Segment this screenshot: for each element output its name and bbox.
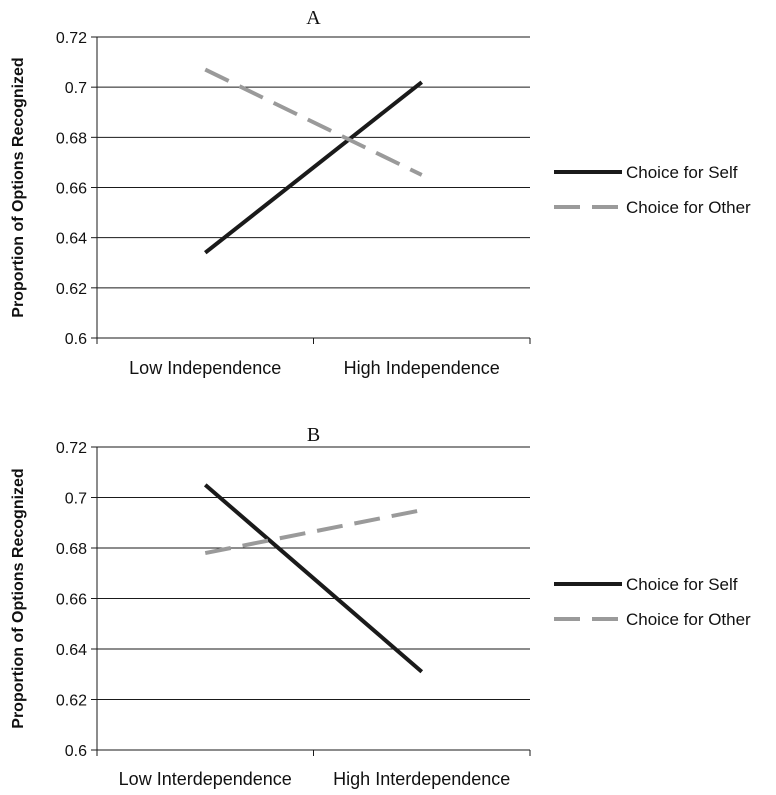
y-tick-label: 0.62	[56, 281, 87, 298]
y-axis-title: Proportion of Options Recognized	[10, 468, 27, 728]
chart-title: B	[307, 424, 320, 446]
y-tick-label: 0.62	[56, 693, 87, 710]
x-tick-label: Low Independence	[129, 358, 281, 378]
panel-a: A 0.6 0.62 0.64 0.66 0.68 0.7 0.72 Low Independe…	[10, 7, 751, 378]
y-tick-label: 0.6	[65, 331, 87, 348]
legend-label: Choice for Self	[626, 163, 738, 182]
y-axis-title: Proportion of Options Recognized	[10, 57, 27, 317]
series-line-choice-for-other	[204, 508, 423, 556]
x-tick-label: High Independence	[344, 358, 500, 378]
series-line-choice-for-other	[204, 67, 423, 177]
y-tick-label: 0.66	[56, 592, 87, 609]
legend-label: Choice for Other	[626, 610, 751, 629]
y-tick-label: 0.64	[56, 642, 87, 659]
x-tick-label: High Interdependence	[333, 769, 510, 789]
y-tick-label: 0.7	[65, 80, 87, 97]
legend-label: Choice for Self	[626, 575, 738, 594]
y-tick-label: 0.68	[56, 541, 87, 558]
series-line-choice-for-self	[204, 80, 423, 255]
chart-title: A	[306, 7, 321, 29]
y-tick-label: 0.72	[56, 440, 87, 457]
y-tick-label: 0.66	[56, 181, 87, 198]
panel-b: B 0.6 0.62 0.64 0.66 0.68 0.7 0.72 Low Interdepe…	[10, 424, 751, 789]
y-tick-label: 0.7	[65, 491, 87, 508]
y-tick-label: 0.64	[56, 231, 87, 248]
x-tick-label: Low Interdependence	[119, 769, 292, 789]
y-tick-label: 0.68	[56, 130, 87, 147]
series-line-choice-for-self	[203, 483, 424, 674]
y-tick-label: 0.72	[56, 30, 87, 47]
legend-label: Choice for Other	[626, 198, 751, 217]
y-tick-label: 0.6	[65, 743, 87, 760]
